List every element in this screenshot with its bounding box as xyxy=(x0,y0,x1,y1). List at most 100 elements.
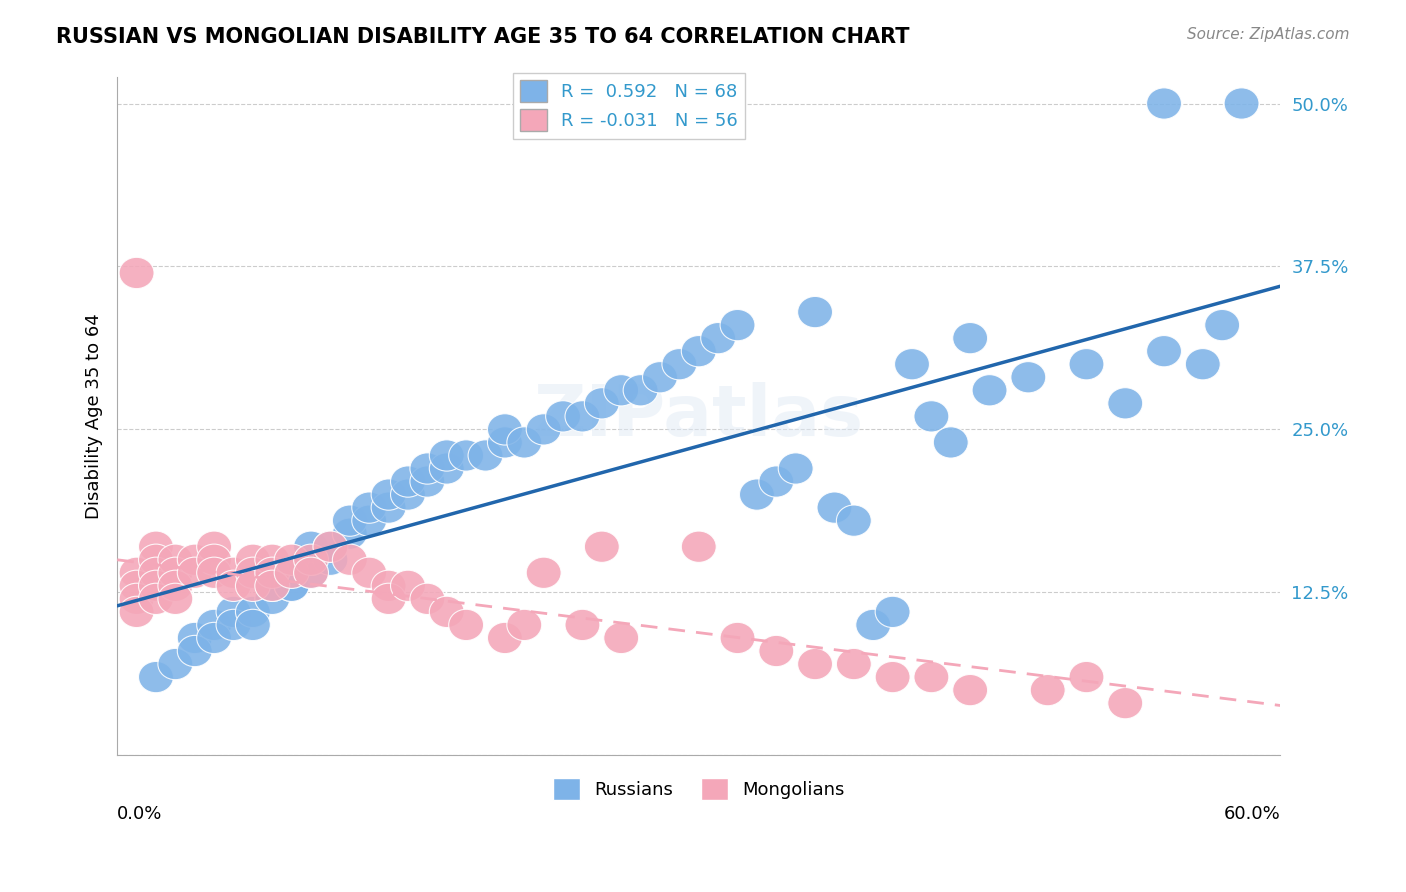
Ellipse shape xyxy=(217,609,250,640)
Ellipse shape xyxy=(332,518,367,549)
Ellipse shape xyxy=(314,531,347,562)
Ellipse shape xyxy=(643,361,678,392)
Text: 60.0%: 60.0% xyxy=(1223,805,1281,822)
Ellipse shape xyxy=(759,635,794,666)
Ellipse shape xyxy=(585,531,619,562)
Ellipse shape xyxy=(274,570,309,601)
Ellipse shape xyxy=(254,558,290,589)
Ellipse shape xyxy=(429,453,464,484)
Ellipse shape xyxy=(197,531,232,562)
Ellipse shape xyxy=(506,426,541,458)
Ellipse shape xyxy=(1108,688,1143,719)
Ellipse shape xyxy=(197,609,232,640)
Ellipse shape xyxy=(157,570,193,601)
Ellipse shape xyxy=(177,635,212,666)
Ellipse shape xyxy=(837,648,872,680)
Ellipse shape xyxy=(894,349,929,380)
Ellipse shape xyxy=(139,570,173,601)
Ellipse shape xyxy=(177,623,212,654)
Ellipse shape xyxy=(1146,88,1181,120)
Ellipse shape xyxy=(449,609,484,640)
Ellipse shape xyxy=(875,596,910,628)
Ellipse shape xyxy=(1011,361,1046,392)
Ellipse shape xyxy=(352,492,387,524)
Ellipse shape xyxy=(235,544,270,575)
Ellipse shape xyxy=(314,531,347,562)
Ellipse shape xyxy=(797,648,832,680)
Ellipse shape xyxy=(623,375,658,406)
Ellipse shape xyxy=(120,257,155,289)
Ellipse shape xyxy=(120,583,155,615)
Ellipse shape xyxy=(449,440,484,471)
Ellipse shape xyxy=(120,596,155,628)
Ellipse shape xyxy=(1069,662,1104,693)
Ellipse shape xyxy=(314,544,347,575)
Ellipse shape xyxy=(139,558,173,589)
Ellipse shape xyxy=(740,479,775,510)
Ellipse shape xyxy=(371,583,406,615)
Ellipse shape xyxy=(332,505,367,536)
Ellipse shape xyxy=(371,479,406,510)
Ellipse shape xyxy=(682,531,716,562)
Ellipse shape xyxy=(429,440,464,471)
Ellipse shape xyxy=(1031,674,1066,706)
Ellipse shape xyxy=(411,453,444,484)
Ellipse shape xyxy=(506,609,541,640)
Ellipse shape xyxy=(429,596,464,628)
Ellipse shape xyxy=(700,323,735,354)
Ellipse shape xyxy=(526,558,561,589)
Ellipse shape xyxy=(603,623,638,654)
Ellipse shape xyxy=(217,596,250,628)
Ellipse shape xyxy=(1069,349,1104,380)
Ellipse shape xyxy=(526,414,561,445)
Ellipse shape xyxy=(274,558,309,589)
Ellipse shape xyxy=(120,558,155,589)
Y-axis label: Disability Age 35 to 64: Disability Age 35 to 64 xyxy=(86,313,103,519)
Ellipse shape xyxy=(332,544,367,575)
Ellipse shape xyxy=(294,544,329,575)
Ellipse shape xyxy=(779,453,813,484)
Ellipse shape xyxy=(352,558,387,589)
Ellipse shape xyxy=(371,570,406,601)
Ellipse shape xyxy=(217,570,250,601)
Ellipse shape xyxy=(953,674,987,706)
Text: ZIPatlas: ZIPatlas xyxy=(534,382,863,450)
Ellipse shape xyxy=(391,466,426,497)
Ellipse shape xyxy=(797,296,832,327)
Ellipse shape xyxy=(488,426,523,458)
Ellipse shape xyxy=(468,440,503,471)
Ellipse shape xyxy=(953,323,987,354)
Ellipse shape xyxy=(856,609,890,640)
Ellipse shape xyxy=(157,583,193,615)
Ellipse shape xyxy=(720,623,755,654)
Ellipse shape xyxy=(603,375,638,406)
Ellipse shape xyxy=(235,596,270,628)
Ellipse shape xyxy=(139,544,173,575)
Ellipse shape xyxy=(235,609,270,640)
Ellipse shape xyxy=(274,544,309,575)
Ellipse shape xyxy=(682,335,716,367)
Ellipse shape xyxy=(411,466,444,497)
Ellipse shape xyxy=(391,570,426,601)
Ellipse shape xyxy=(254,544,290,575)
Ellipse shape xyxy=(177,558,212,589)
Ellipse shape xyxy=(157,558,193,589)
Ellipse shape xyxy=(139,662,173,693)
Ellipse shape xyxy=(235,558,270,589)
Ellipse shape xyxy=(488,623,523,654)
Ellipse shape xyxy=(217,558,250,589)
Ellipse shape xyxy=(546,401,581,432)
Ellipse shape xyxy=(565,401,600,432)
Ellipse shape xyxy=(294,531,329,562)
Ellipse shape xyxy=(197,623,232,654)
Ellipse shape xyxy=(254,570,290,601)
Ellipse shape xyxy=(488,414,523,445)
Ellipse shape xyxy=(1108,388,1143,419)
Ellipse shape xyxy=(254,583,290,615)
Ellipse shape xyxy=(294,558,329,589)
Ellipse shape xyxy=(157,544,193,575)
Ellipse shape xyxy=(1225,88,1258,120)
Text: RUSSIAN VS MONGOLIAN DISABILITY AGE 35 TO 64 CORRELATION CHART: RUSSIAN VS MONGOLIAN DISABILITY AGE 35 T… xyxy=(56,27,910,46)
Ellipse shape xyxy=(837,505,872,536)
Ellipse shape xyxy=(274,570,309,601)
